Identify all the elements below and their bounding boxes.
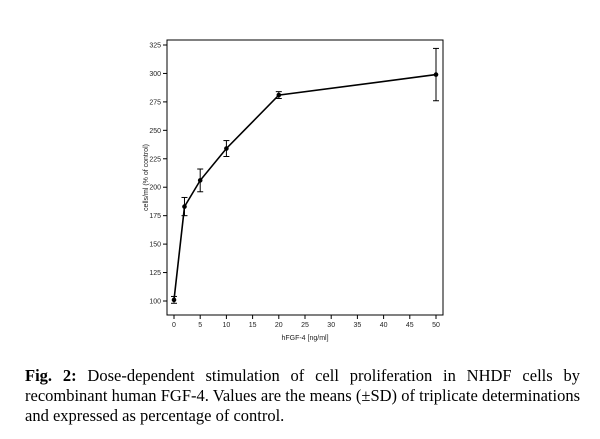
y-tick-label: 150 xyxy=(149,242,161,249)
y-tick-label: 250 xyxy=(149,128,161,135)
x-tick-label: 30 xyxy=(327,322,335,329)
y-tick-label: 300 xyxy=(149,71,161,78)
x-tick-label: 0 xyxy=(172,322,176,329)
data-point xyxy=(182,204,187,209)
data-point xyxy=(197,178,203,183)
caption-text: Dose-dependent stimulation of cell proli… xyxy=(25,366,580,425)
chart-ticks: 100 125 150 175 200 225 250 275 300 325 0 5 10 15 20 25… xyxy=(149,43,440,330)
data-point xyxy=(276,92,282,98)
x-tick-label: 50 xyxy=(432,322,440,329)
data-point xyxy=(171,297,177,303)
y-tick-label: 100 xyxy=(149,299,161,306)
x-tick-label: 5 xyxy=(198,322,202,329)
y-tick-label: 275 xyxy=(149,99,161,106)
figure-caption: Fig. 2: Dose-dependent stimulation of ce… xyxy=(25,366,580,426)
data-point xyxy=(433,72,439,77)
y-tick-label: 225 xyxy=(149,156,161,163)
x-tick-label: 15 xyxy=(249,322,257,329)
y-tick-label: 200 xyxy=(149,185,161,192)
series-line xyxy=(173,73,437,300)
x-tick-label: 10 xyxy=(223,322,231,329)
x-tick-label: 35 xyxy=(354,322,362,329)
x-tick-label: 40 xyxy=(380,322,388,329)
y-tick-label: 125 xyxy=(149,270,161,277)
plot-frame xyxy=(166,39,444,316)
x-tick-label: 45 xyxy=(406,322,414,329)
chart-axes xyxy=(166,39,444,316)
data-point xyxy=(224,146,229,151)
caption-prefix: Fig. 2: xyxy=(25,366,77,385)
x-tick-label: 20 xyxy=(275,322,283,329)
x-tick-label: 25 xyxy=(301,322,309,329)
y-axis-label: cells/ml (% of control) xyxy=(143,144,150,211)
y-tick-label: 175 xyxy=(149,213,161,220)
line-chart: 100 125 150 175 200 225 250 275 300 325 0 5 10 15 20 25… xyxy=(143,39,444,342)
x-axis-label: hFGF-4 [ng/ml] xyxy=(281,335,328,342)
chart-series xyxy=(171,47,439,304)
y-tick-label: 325 xyxy=(149,43,161,50)
